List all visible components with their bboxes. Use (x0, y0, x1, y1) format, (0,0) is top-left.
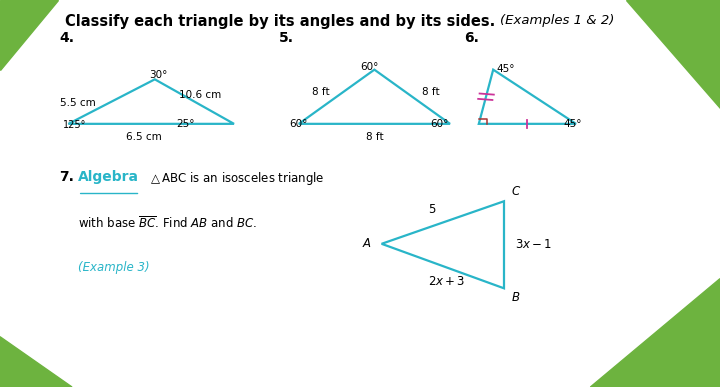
Text: 5.5 cm: 5.5 cm (60, 98, 96, 108)
Text: B: B (511, 291, 519, 305)
Text: Algebra: Algebra (78, 170, 139, 184)
Text: $2x+3$: $2x+3$ (428, 275, 465, 288)
Polygon shape (590, 279, 720, 387)
Polygon shape (0, 337, 72, 387)
Text: 7.: 7. (59, 170, 74, 184)
Text: 5: 5 (428, 202, 436, 216)
Text: 4.: 4. (59, 31, 74, 45)
Text: 60°: 60° (431, 119, 449, 129)
Text: 6.5 cm: 6.5 cm (126, 132, 162, 142)
Text: (Examples 1 & 2): (Examples 1 & 2) (500, 14, 615, 27)
Text: with base $\overline{BC}$. Find $AB$ and $BC$.: with base $\overline{BC}$. Find $AB$ and… (78, 215, 257, 231)
Text: 8 ft: 8 ft (422, 87, 439, 97)
Text: (Example 3): (Example 3) (78, 261, 149, 274)
Text: 45°: 45° (564, 119, 582, 129)
Text: 60°: 60° (360, 62, 379, 72)
Text: A: A (363, 237, 371, 250)
Text: Classify each triangle by its angles and by its sides.: Classify each triangle by its angles and… (65, 14, 495, 29)
Text: 25°: 25° (176, 119, 195, 129)
Text: $3x-1$: $3x-1$ (515, 238, 552, 251)
Polygon shape (626, 0, 720, 108)
Text: 45°: 45° (497, 64, 516, 74)
Polygon shape (0, 0, 58, 70)
Text: C: C (511, 185, 519, 198)
Text: 60°: 60° (289, 119, 308, 129)
Text: 5.: 5. (279, 31, 294, 45)
Text: 10.6 cm: 10.6 cm (179, 90, 221, 100)
Text: 30°: 30° (149, 70, 168, 80)
Text: 8 ft: 8 ft (312, 87, 329, 97)
Text: 8 ft: 8 ft (366, 132, 383, 142)
Text: 125°: 125° (63, 120, 86, 130)
Text: $\triangle$ABC is an isosceles triangle: $\triangle$ABC is an isosceles triangle (148, 170, 324, 187)
Text: 6.: 6. (464, 31, 480, 45)
